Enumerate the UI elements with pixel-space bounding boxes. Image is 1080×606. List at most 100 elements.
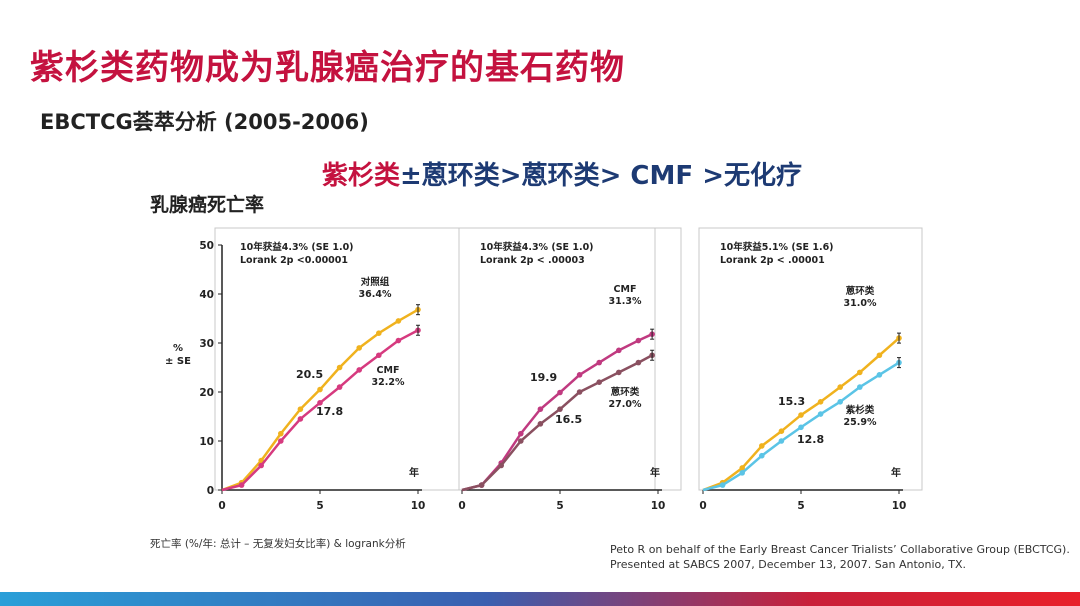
- series-name-label-1-2: CMF: [377, 365, 400, 376]
- x-tick-label-1-5: 5: [316, 500, 323, 512]
- series-name-label-3-1: 蒽环类: [846, 285, 875, 297]
- data-point-2-1-4: [537, 406, 544, 412]
- data-point-2-1-7: [596, 359, 602, 366]
- data-point-2-2-1: [478, 482, 485, 488]
- footnote-right-line-1: Peto R on behalf of the Early Breast Can…: [610, 543, 1070, 556]
- data-point-3-2-7: [837, 399, 843, 405]
- value-label-2-2: 16.5: [555, 413, 582, 426]
- data-point-2-1-3: [518, 430, 524, 437]
- annotation-2-1: 10年获益4.3% (SE 1.0): [480, 241, 594, 253]
- data-point-3-2-5: [798, 424, 804, 431]
- y-tick-label-10: 10: [199, 436, 214, 448]
- series-name-label-2-2: 蒽环类: [611, 386, 640, 398]
- data-point-3-2-2: [739, 470, 745, 476]
- y-tick-label-20: 20: [199, 387, 214, 399]
- footnote-right-line-2: Presented at SABCS 2007, December 13, 20…: [610, 558, 967, 571]
- y-tick-label-0: 0: [207, 485, 214, 497]
- value-label-2-1: 19.9: [530, 371, 557, 384]
- data-point-2-1-9: [635, 337, 642, 344]
- data-point-1-2-7: [356, 367, 363, 373]
- annotation-3-1: 10年获益5.1% (SE 1.6): [720, 241, 834, 253]
- annotation-1-2: Lorank 2p <0.00001: [240, 255, 348, 266]
- value-label-3-1: 15.3: [778, 395, 805, 408]
- value-label-1-1: 20.5: [296, 368, 323, 381]
- data-point-1-1-9: [395, 318, 402, 324]
- value-label-3-2: 12.8: [797, 433, 824, 446]
- x-tick-label-3-5: 5: [797, 500, 804, 512]
- series-name-label-3-2: 紫杉类: [846, 404, 875, 416]
- panel-frame-3: [698, 227, 923, 491]
- series-name-label-2-1: CMF: [614, 284, 637, 295]
- data-point-1-2-1: [238, 482, 245, 488]
- data-point-3-2-1: [719, 482, 726, 488]
- x-tick-label-3-0: 0: [699, 500, 706, 512]
- data-point-2-1-5: [557, 389, 563, 396]
- x-tick-label-2-5: 5: [556, 500, 563, 512]
- data-point-1-2-6: [336, 384, 343, 390]
- data-point-1-2-4: [297, 416, 304, 422]
- data-point-3-1-3: [759, 443, 765, 449]
- x-axis-label-3: 年: [891, 466, 901, 479]
- data-point-1-1-3: [278, 430, 284, 437]
- annotation-1-1: 10年获益4.3% (SE 1.0): [240, 241, 354, 253]
- bottom-gradient-bar: [0, 592, 1080, 606]
- data-point-3-1-9: [876, 352, 883, 359]
- series-end-value-2-1: 31.3%: [609, 296, 642, 307]
- data-point-2-2-2: [498, 462, 505, 469]
- x-tick-label-3-10: 10: [892, 500, 907, 512]
- series-line-1-1: [221, 308, 419, 492]
- annotation-2-2: Lorank 2p < .00003: [480, 255, 585, 266]
- data-point-3-2-4: [778, 438, 785, 444]
- series-end-value-3-2: 25.9%: [844, 417, 877, 428]
- data-point-2-2-8: [616, 369, 622, 376]
- y-axis-label-line-1: %: [173, 343, 183, 354]
- footnote-left: 死亡率 (%/年: 总计 – 无复发妇女比率) & logrank分析: [150, 538, 406, 550]
- data-point-2-2-5: [557, 406, 563, 412]
- data-point-2-2-4: [537, 421, 544, 427]
- data-point-3-1-2: [739, 465, 745, 471]
- main-ylabel: 乳腺癌死亡率: [150, 194, 265, 216]
- value-label-1-2: 17.8: [316, 405, 343, 418]
- data-point-1-2-9: [395, 337, 402, 344]
- subtitle: EBCTCG荟萃分析 (2005-2006): [40, 110, 369, 134]
- data-point-3-2-9: [876, 372, 883, 378]
- data-point-3-1-5: [798, 412, 804, 418]
- ranking-rest: ±蒽环类>蒽环类> CMF >无化疗: [400, 161, 802, 191]
- x-tick-label-2-0: 0: [458, 500, 465, 512]
- data-point-1-2-5: [317, 399, 323, 406]
- x-tick-label-1-0: 0: [218, 500, 225, 512]
- data-point-1-1-8: [376, 330, 382, 337]
- data-point-2-1-6: [576, 372, 583, 378]
- data-point-2-2-9: [635, 359, 642, 366]
- page-title: 紫杉类药物成为乳腺癌治疗的基石药物: [30, 48, 625, 88]
- x-axis-label-2: 年: [650, 466, 660, 479]
- x-axis-label-1: 年: [409, 466, 419, 479]
- series-end-value-3-1: 31.0%: [844, 298, 877, 309]
- footnote-right: Peto R on behalf of the Early Breast Can…: [610, 542, 1070, 572]
- data-point-3-1-6: [817, 399, 824, 405]
- annotation-3-2: Lorank 2p < .00001: [720, 255, 825, 266]
- panel-frame-1: [214, 227, 656, 491]
- data-point-2-2-7: [596, 379, 602, 386]
- series-end-value-1-1: 36.4%: [359, 289, 392, 300]
- data-point-1-2-8: [376, 352, 382, 359]
- y-axis-label-line-2: ± SE: [165, 356, 191, 367]
- data-point-1-2-3: [278, 438, 284, 444]
- y-tick-label-40: 40: [199, 289, 214, 301]
- x-tick-label-1-10: 10: [411, 500, 426, 512]
- data-point-3-2-6: [817, 411, 824, 417]
- data-point-2-1-8: [616, 347, 622, 354]
- data-point-3-2-3: [759, 452, 765, 459]
- ranking-taxane: 紫杉类: [322, 161, 401, 191]
- data-point-1-2-2: [258, 462, 265, 469]
- x-tick-label-2-10: 10: [651, 500, 666, 512]
- data-point-3-1-8: [857, 369, 863, 376]
- data-point-1-1-4: [297, 406, 304, 412]
- data-point-1-1-7: [356, 345, 363, 351]
- series-end-value-1-2: 32.2%: [372, 377, 405, 388]
- series-name-label-1-1: 对照组: [361, 276, 390, 288]
- series-end-value-2-2: 27.0%: [609, 399, 642, 410]
- y-tick-label-50: 50: [199, 240, 214, 252]
- data-point-3-1-4: [778, 428, 785, 435]
